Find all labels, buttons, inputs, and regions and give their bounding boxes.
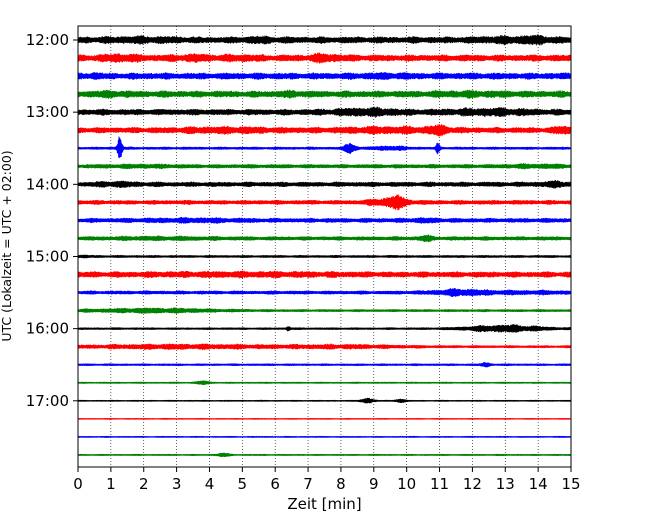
y-tick-label: 12:00	[26, 31, 69, 49]
x-tick-label: 11	[430, 475, 449, 493]
y-tick-label: 14:00	[26, 175, 69, 193]
y-axis: 12:00 13:00 14:00 15:00 16:00 17:00	[26, 31, 78, 410]
x-tick-label: 0	[73, 475, 83, 493]
trace-row	[77, 435, 572, 438]
x-tick-label: 13	[496, 475, 515, 493]
x-axis: 0 1 2 3 4 5 6 7 8 9 10 11 12 13 14 15	[73, 467, 581, 493]
trace-row	[77, 179, 572, 189]
trace-row	[77, 324, 572, 333]
y-axis-label: UTC (Lokalzeit = UTC + 02:00)	[0, 150, 14, 341]
trace-row	[77, 234, 572, 243]
trace-row	[77, 343, 572, 351]
trace-row	[77, 452, 572, 458]
trace-row	[77, 71, 572, 81]
trace-row	[77, 124, 572, 137]
y-tick-label: 13:00	[26, 103, 69, 121]
x-tick-label: 14	[529, 475, 548, 493]
trace-row	[77, 270, 572, 279]
plot-frame	[77, 25, 572, 468]
trace-row	[77, 106, 572, 118]
y-tick-label: 15:00	[26, 247, 69, 265]
x-tick-label: 10	[397, 475, 416, 493]
trace-row	[77, 362, 572, 368]
x-tick-label: 1	[106, 475, 116, 493]
trace-row	[77, 397, 572, 404]
x-tick-label: 7	[303, 475, 313, 493]
x-tick-label: 8	[336, 475, 346, 493]
trace-row	[77, 194, 572, 211]
x-tick-label: 4	[205, 475, 215, 493]
y-tick-label: 16:00	[26, 320, 69, 338]
trace-row	[77, 34, 572, 46]
x-tick-label: 9	[369, 475, 379, 493]
trace-row	[77, 287, 572, 297]
y-tick-label: 17:00	[26, 392, 69, 410]
trace-row	[77, 52, 572, 64]
x-tick-label: 6	[270, 475, 280, 493]
trace-group	[77, 34, 572, 458]
trace-row	[77, 254, 572, 259]
trace-row	[77, 307, 572, 314]
trace-row	[77, 417, 572, 420]
trace-row	[77, 136, 572, 159]
x-tick-label: 2	[139, 475, 149, 493]
x-tick-label: 5	[238, 475, 248, 493]
trace-row	[77, 163, 572, 170]
x-tick-label: 15	[561, 475, 580, 493]
x-axis-label: Zeit [min]	[287, 495, 361, 513]
x-tick-label: 3	[172, 475, 182, 493]
trace-row	[77, 216, 572, 225]
trace-row	[77, 89, 572, 99]
x-tick-label: 12	[463, 475, 482, 493]
trace-row	[77, 380, 572, 386]
